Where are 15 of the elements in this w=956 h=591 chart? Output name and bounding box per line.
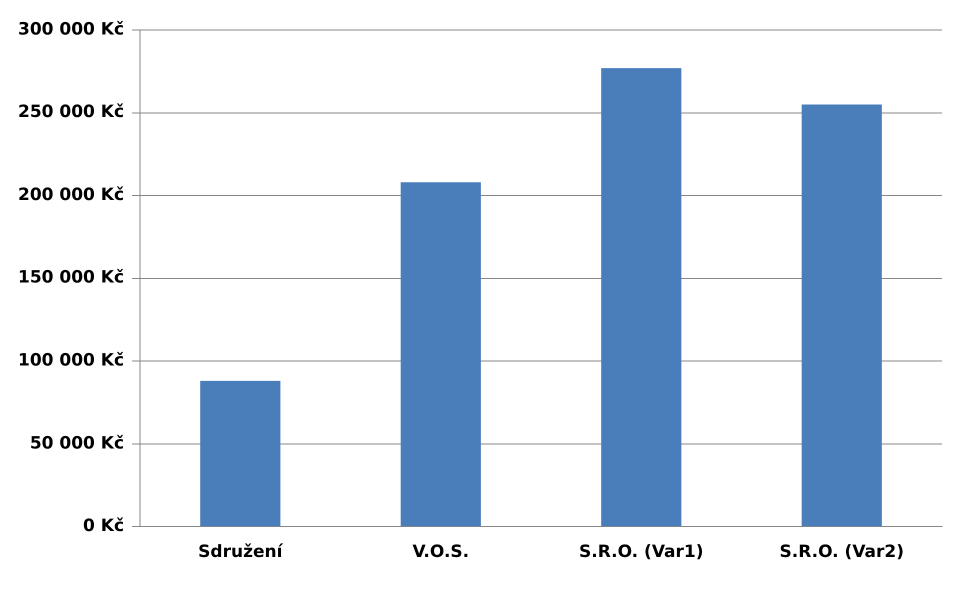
y-tick-label: 300 000 Kč — [18, 19, 124, 40]
x-tick-label: S.R.O. (Var2) — [780, 542, 904, 562]
y-tick-label: 250 000 Kč — [18, 102, 124, 122]
y-tick-label: 50 000 Kč — [30, 433, 124, 454]
x-tick-label: V.O.S. — [412, 542, 470, 562]
bar — [601, 68, 682, 526]
y-tick-label: 100 000 Kč — [18, 350, 124, 370]
bar — [802, 104, 882, 526]
y-tick-label: 200 000 Kč — [18, 184, 124, 205]
x-tick-label: Sdružení — [198, 542, 284, 562]
bar — [400, 182, 481, 526]
bar — [200, 380, 280, 526]
x-tick-label: S.R.O. (Var1) — [579, 542, 704, 562]
y-tick-label: 150 000 Kč — [18, 268, 124, 288]
y-tick-label: 0 Kč — [83, 516, 124, 536]
